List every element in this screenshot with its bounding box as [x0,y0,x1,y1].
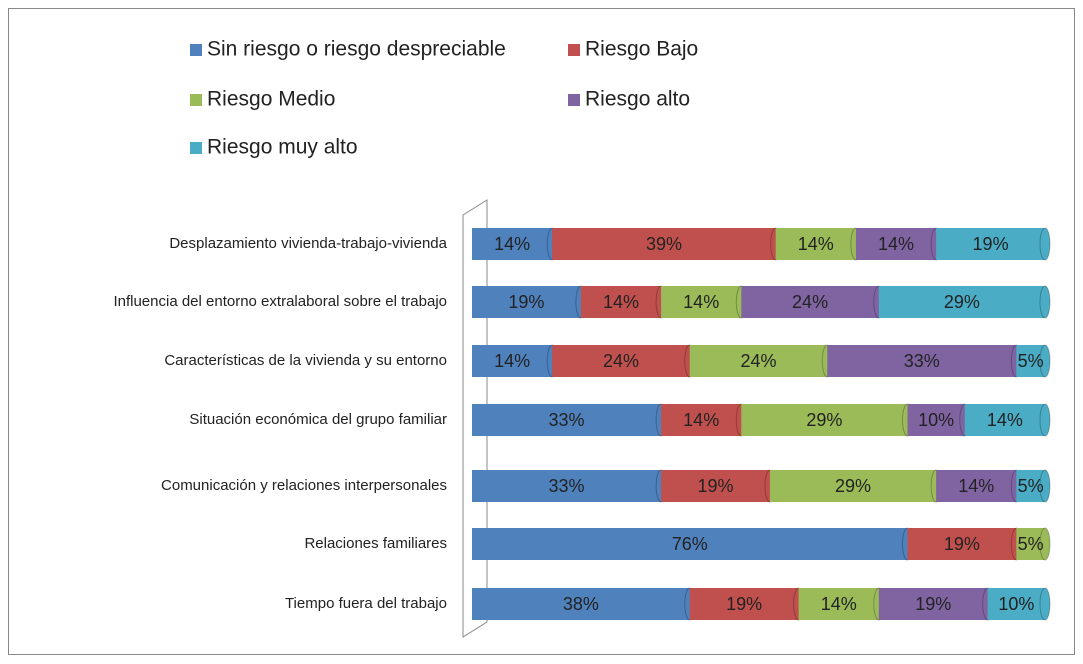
value-label: 19% [726,594,762,614]
category-label: Situación económica del grupo familiar [189,411,447,428]
bar-segment [741,286,879,318]
bar-segment [472,228,553,260]
legend-label: Riesgo Medio [207,88,335,111]
bar-segment [936,228,1045,260]
value-label: 33% [549,410,585,430]
value-label: 14% [878,234,914,254]
bar-segment [472,286,581,318]
value-label: 14% [987,410,1023,430]
bar-cap [1039,344,1051,378]
bar-segment [472,345,553,377]
value-label: 29% [806,410,842,430]
value-label: 5% [1018,476,1044,496]
bar-segment [689,345,828,377]
bar-segment [552,228,776,260]
bar-segment [661,286,742,318]
category-label: Comunicación y relaciones interpersonale… [161,477,447,494]
bar-segment [878,588,988,620]
value-label: 19% [944,534,980,554]
value-label: 14% [958,476,994,496]
bar-segment [987,588,1045,620]
bar-segment [472,528,908,560]
value-label: 14% [603,292,639,312]
bar-segment [661,470,770,502]
value-label: 39% [646,234,682,254]
value-label: 24% [792,292,828,312]
bar-cap [1039,527,1051,561]
legend-swatch [568,44,580,56]
value-label: 24% [740,351,776,371]
legend-label: Riesgo Bajo [585,38,698,61]
bar-segment [964,404,1045,436]
bar-segment [936,470,1017,502]
bar-segment [827,345,1017,377]
bar-segment [472,470,662,502]
value-label: 33% [904,351,940,371]
bar-segment [472,404,662,436]
bar-segment [907,404,965,436]
legend-label: Riesgo alto [585,88,690,111]
bar-segment [741,404,908,436]
bar-cap [1039,469,1051,503]
bar-segment [855,228,937,260]
bar-segment [552,345,690,377]
bar-segment [798,588,879,620]
value-label: 5% [1018,534,1044,554]
category-label: Características de la vivienda y su ento… [164,352,447,369]
value-label: 19% [915,594,951,614]
legend-swatch [568,94,580,106]
value-label: 19% [698,476,734,496]
category-label: Relaciones familiares [304,535,447,552]
legend-label: Sin riesgo o riesgo despreciable [207,38,506,61]
value-label: 33% [549,476,585,496]
value-label: 29% [835,476,871,496]
bar-segment [689,588,799,620]
value-label: 14% [683,410,719,430]
legend-swatch [190,142,202,154]
bar-cap [1039,285,1051,319]
legend-label: Riesgo muy alto [207,136,358,159]
bar-segment [472,588,690,620]
bar-cap [1039,227,1051,261]
bar-segment [878,286,1045,318]
value-label: 14% [821,594,857,614]
bar-segment [769,470,937,502]
value-label: 10% [998,594,1034,614]
bar-segment [580,286,662,318]
bar-segment [907,528,1017,560]
bar-cap [1039,403,1051,437]
value-label: 24% [603,351,639,371]
category-label: Desplazamiento vivienda-trabajo-vivienda [169,235,447,252]
legend-swatch [190,94,202,106]
value-label: 10% [918,410,954,430]
value-label: 14% [494,351,530,371]
bar-segment [661,404,742,436]
bar-segment [775,228,856,260]
value-label: 14% [494,234,530,254]
value-label: 14% [683,292,719,312]
value-label: 14% [798,234,834,254]
value-label: 38% [563,594,599,614]
category-label: Tiempo fuera del trabajo [285,595,447,612]
category-label: Influencia del entorno extralaboral sobr… [113,293,447,310]
value-label: 19% [508,292,544,312]
value-label: 19% [973,234,1009,254]
value-label: 5% [1018,351,1044,371]
value-label: 29% [944,292,980,312]
bar-cap [1039,587,1051,621]
legend-swatch [190,44,202,56]
value-label: 76% [672,534,708,554]
